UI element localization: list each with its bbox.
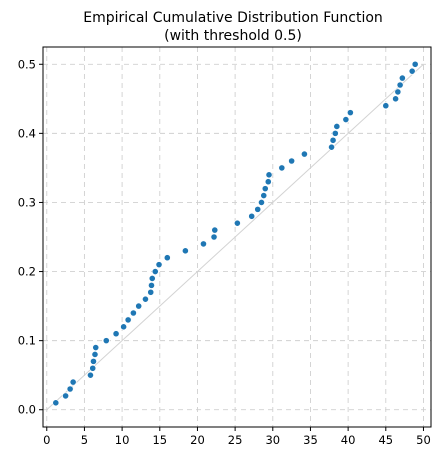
- x-tick-label: 20: [190, 433, 205, 447]
- data-point: [264, 178, 272, 186]
- data-point: [92, 344, 100, 351]
- chart-title: Empirical Cumulative Distribution Functi…: [83, 10, 383, 26]
- data-point: [396, 81, 404, 89]
- data-point: [151, 268, 159, 275]
- data-point: [258, 199, 265, 206]
- data-point: [135, 302, 143, 310]
- data-point: [62, 392, 70, 400]
- data-point: [408, 67, 416, 75]
- data-point: [346, 109, 354, 117]
- x-tick-label: 25: [228, 433, 243, 447]
- y-tick-label: 0.3: [18, 195, 36, 209]
- data-point: [66, 385, 74, 393]
- data-point: [124, 316, 132, 324]
- data-point: [288, 157, 296, 165]
- x-tick-label: 10: [115, 433, 130, 447]
- y-tick-label: 0.4: [18, 126, 36, 140]
- x-tick-label: 5: [81, 433, 88, 447]
- data-point: [210, 233, 218, 241]
- data-point: [148, 281, 155, 289]
- reference-line: [46, 63, 424, 411]
- y-tick-label: 0.1: [18, 334, 36, 348]
- data-point: [233, 219, 241, 227]
- data-point: [382, 102, 390, 110]
- data-point: [342, 116, 350, 123]
- data-point: [392, 95, 399, 103]
- reference-line-layer: [46, 63, 424, 411]
- data-point: [147, 288, 155, 296]
- data-point: [112, 330, 120, 338]
- x-tick-label: 50: [416, 433, 431, 447]
- y-tick-label: 0.5: [18, 57, 36, 71]
- data-point: [248, 212, 256, 220]
- data-point: [211, 226, 219, 234]
- data-point: [328, 143, 335, 151]
- data-point: [254, 205, 262, 213]
- data-point: [398, 74, 406, 82]
- data-point: [411, 60, 419, 68]
- data-point: [90, 357, 97, 365]
- x-tick-label: 30: [265, 433, 280, 447]
- data-point: [265, 171, 273, 179]
- data-point: [120, 323, 128, 331]
- data-point: [278, 164, 286, 172]
- x-tick-label: 35: [303, 433, 318, 447]
- data-point: [91, 351, 99, 358]
- x-tick-label: 15: [152, 433, 167, 447]
- x-tick-label: 40: [341, 433, 356, 447]
- data-point: [163, 254, 171, 262]
- data-point: [148, 275, 156, 282]
- data-points: [52, 60, 419, 407]
- data-point: [301, 150, 308, 158]
- data-point: [200, 240, 207, 248]
- x-tick-label: 0: [43, 433, 50, 447]
- y-tick-label: 0.0: [18, 403, 36, 417]
- data-point: [69, 378, 77, 386]
- y-tick-label: 0.2: [18, 265, 36, 279]
- plot-frame: [42, 46, 432, 428]
- data-point: [52, 399, 60, 407]
- data-point: [181, 247, 189, 255]
- data-point: [331, 129, 339, 137]
- data-point: [87, 371, 94, 379]
- data-point: [130, 309, 137, 317]
- data-point: [329, 136, 337, 144]
- chart-subtitle: (with threshold 0.5): [164, 28, 302, 44]
- x-tick-label: 45: [378, 433, 393, 447]
- data-point: [142, 295, 149, 303]
- data-point: [260, 192, 268, 199]
- grid: [43, 47, 431, 427]
- data-point: [394, 88, 402, 96]
- data-point: [102, 337, 110, 345]
- data-point: [155, 261, 163, 269]
- axes: 0 5 10 15 20 25 30 35 40 45 50 0.0 0.1 0.2 0.3 0.4 0.5: [18, 46, 432, 447]
- data-point: [333, 123, 341, 130]
- data-point: [261, 185, 269, 193]
- data-point: [89, 364, 97, 372]
